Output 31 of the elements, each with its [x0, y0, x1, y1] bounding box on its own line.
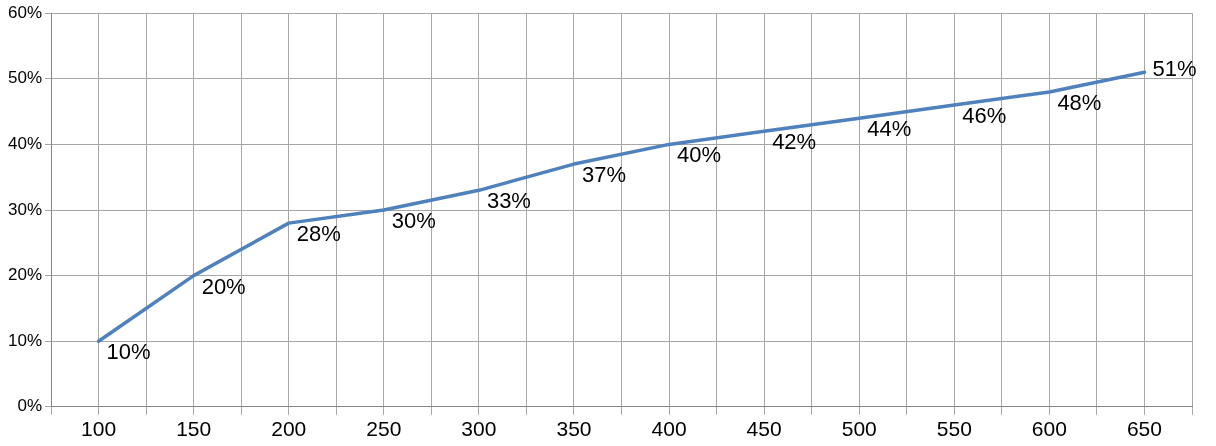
y-tick-label: 60% [7, 2, 43, 22]
data-label: 48% [1057, 89, 1102, 115]
x-tick-label: 600 [1031, 417, 1067, 441]
x-tick-label: 250 [366, 417, 402, 441]
x-tick-label: 450 [746, 417, 782, 441]
data-label: 33% [486, 188, 531, 214]
x-tick-label: 150 [176, 417, 212, 441]
x-tick-label: 550 [936, 417, 972, 441]
data-label: 10% [106, 339, 151, 365]
y-tick-label: 20% [7, 265, 43, 285]
data-label: 30% [391, 208, 436, 234]
y-tick-label: 40% [7, 134, 43, 154]
data-label: 40% [677, 142, 722, 168]
data-label: 37% [581, 162, 627, 188]
y-tick-label: 10% [7, 330, 43, 350]
y-tick-label: 30% [7, 199, 43, 219]
data-label: 46% [962, 103, 1007, 129]
data-label: 51% [1152, 56, 1197, 82]
x-tick-label: 350 [556, 417, 592, 441]
y-tick-label: 0% [17, 396, 43, 416]
x-tick-label: 300 [461, 417, 497, 441]
data-label: 42% [772, 129, 817, 155]
x-tick-label: 100 [81, 417, 117, 441]
x-tick-label: 650 [1126, 417, 1162, 441]
x-tick-label: 400 [651, 417, 687, 441]
x-tick-label: 200 [271, 417, 307, 441]
data-label: 28% [296, 221, 341, 247]
y-tick-label: 50% [7, 68, 43, 88]
data-label: 44% [867, 116, 912, 142]
data-label: 20% [201, 273, 246, 299]
x-tick-label: 500 [841, 417, 877, 441]
